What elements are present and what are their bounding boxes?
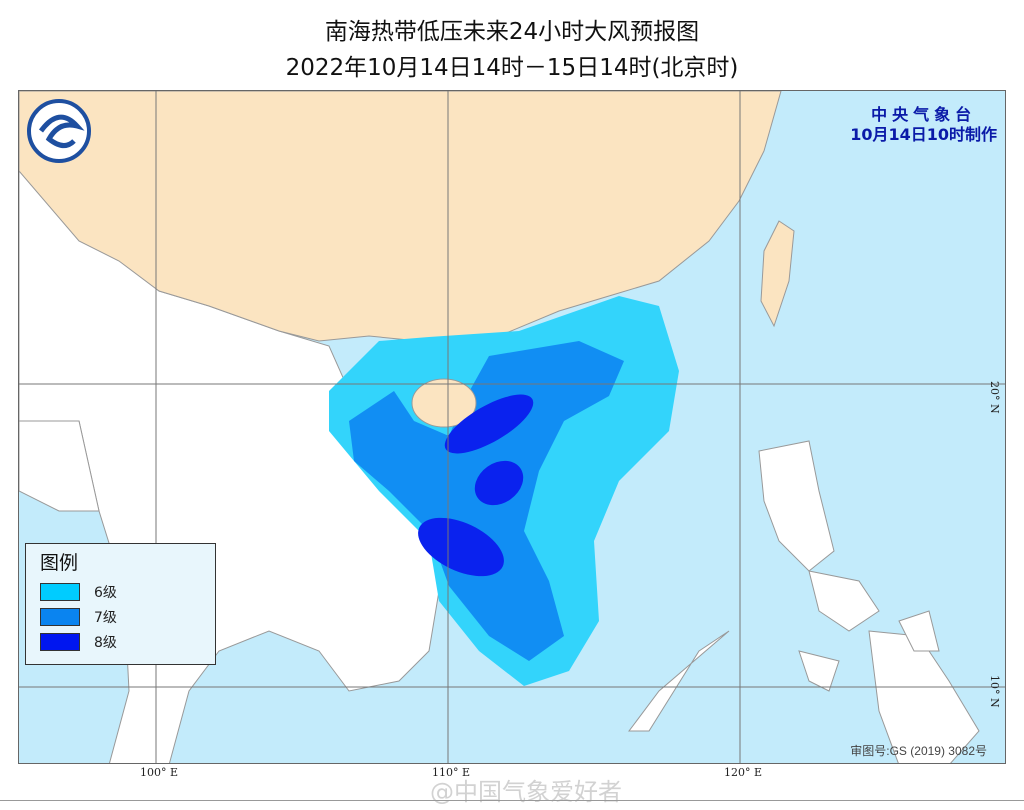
agency-name: 中央气象台	[871, 105, 977, 124]
grid-lines	[19, 91, 1005, 763]
divider	[0, 800, 1024, 801]
legend-label: 7级	[94, 610, 117, 626]
lon-label-100: 100° E	[140, 766, 179, 779]
legend-swatch	[40, 608, 80, 626]
legend-item-6: 6级	[40, 582, 117, 602]
agency-label: 中央气象台 10月14日10时制作	[850, 105, 997, 145]
legend-item-8: 8级	[40, 632, 117, 652]
wind-forecast-map: 中央气象台 10月14日10时制作 图例 6级 7级 8级 审图号:GS (20…	[18, 90, 1006, 764]
lat-label-20: 20° N	[988, 381, 1001, 414]
legend-swatch	[40, 583, 80, 601]
legend-label: 6级	[94, 585, 117, 601]
wind-zone-8-middle	[474, 460, 524, 506]
lon-label-120: 120° E	[724, 766, 763, 779]
wind-zones	[329, 296, 679, 686]
hainan-zone-mask	[411, 378, 477, 428]
map-title: 南海热带低压未来24小时大风预报图	[324, 19, 700, 45]
legend-title: 图例	[40, 552, 79, 574]
lat-label-10: 10° N	[988, 675, 1001, 708]
map-subtitle: 2022年10月14日14时－15日14时(北京时)	[285, 55, 739, 81]
taiwan-island	[760, 220, 795, 328]
legend-item-7: 7级	[40, 607, 117, 627]
philippines	[628, 440, 980, 763]
approval-number: 审图号:GS (2019) 3082号	[850, 744, 987, 758]
watermark: @中国气象爱好者	[430, 778, 622, 806]
wind-zone-8-north	[444, 394, 534, 454]
lon-label-110: 110° E	[432, 766, 471, 779]
map-canvas	[19, 91, 1005, 763]
cma-logo-icon	[27, 99, 91, 163]
legend-label: 8级	[94, 635, 117, 651]
wind-zone-8-south	[418, 517, 504, 577]
other-land	[19, 170, 440, 763]
legend-swatch	[40, 633, 80, 651]
legend: 图例 6级 7级 8级	[25, 543, 216, 665]
issue-time: 10月14日10时制作	[850, 125, 997, 144]
